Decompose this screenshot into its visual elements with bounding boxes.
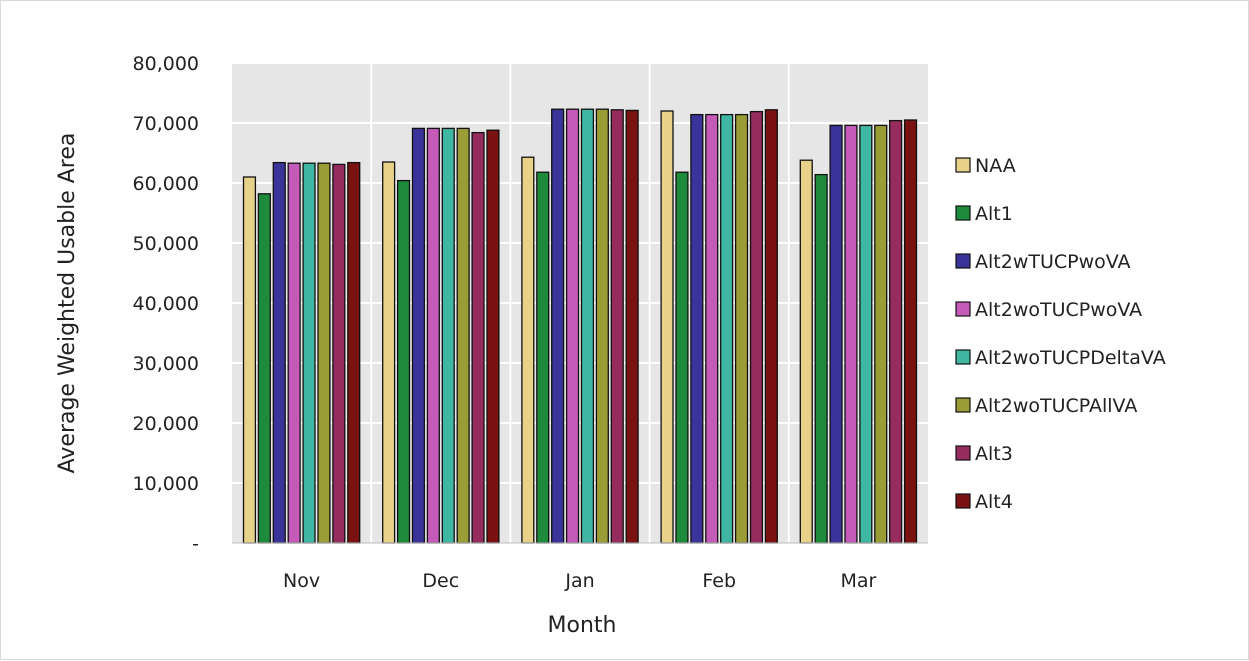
y-tick-label: 70,000	[133, 113, 199, 135]
bar	[799, 159, 813, 544]
y-tick-label: 10,000	[133, 473, 199, 495]
bar	[874, 124, 888, 544]
bar	[625, 109, 639, 544]
x-tick-label: Dec	[422, 570, 459, 592]
legend-label: NAA	[975, 155, 1016, 177]
legend-swatch	[955, 493, 971, 509]
legend-label: Alt4	[975, 491, 1013, 513]
bar	[903, 119, 918, 544]
bar	[610, 109, 624, 544]
legend-item: Alt1	[955, 203, 1013, 225]
bar	[456, 127, 470, 544]
legend-swatch	[955, 349, 971, 365]
legend-label: Alt2woTUCPwoVA	[975, 299, 1142, 321]
bar	[257, 193, 271, 544]
legend-swatch	[955, 157, 971, 173]
bar	[411, 127, 426, 544]
legend-swatch	[955, 205, 971, 221]
legend-item: Alt2wTUCPwoVA	[955, 251, 1131, 273]
bar	[272, 161, 286, 544]
bar	[332, 163, 346, 544]
legend-label: Alt2woTUCPAllVA	[975, 395, 1137, 417]
bar	[551, 108, 565, 544]
bar	[347, 161, 361, 544]
bar	[580, 108, 595, 544]
bar	[287, 162, 301, 544]
bar	[814, 173, 828, 544]
x-tick-label: Mar	[840, 570, 876, 592]
x-tick-labels: Nov Dec Jan Feb Mar	[283, 570, 876, 592]
legend-label: Alt2wTUCPwoVA	[975, 251, 1131, 273]
legend-swatch	[955, 397, 971, 413]
y-tick-label: 40,000	[133, 293, 199, 315]
bar	[302, 162, 316, 544]
y-tick-label: 60,000	[133, 173, 199, 195]
bar	[889, 119, 903, 544]
x-tick-label: Nov	[283, 570, 320, 592]
bar	[486, 129, 500, 544]
bar	[521, 156, 535, 544]
bar	[734, 113, 749, 544]
legend-swatch	[955, 445, 971, 461]
legend-swatch	[955, 253, 971, 269]
legend-label: Alt2woTUCPDeltaVA	[975, 347, 1166, 369]
bars	[242, 108, 918, 544]
y-tick-label: -	[192, 533, 199, 555]
bar	[441, 127, 455, 544]
bar	[595, 108, 609, 544]
y-tick-label: 50,000	[133, 233, 199, 255]
legend-item: Alt3	[955, 443, 1013, 465]
y-tick-label: 20,000	[133, 413, 199, 435]
bar	[396, 179, 411, 544]
bar	[242, 176, 257, 544]
bar	[660, 110, 674, 544]
x-tick-label: Jan	[564, 570, 594, 592]
bar	[426, 127, 440, 544]
legend-item: NAA	[955, 155, 1016, 177]
bar	[536, 171, 550, 544]
bar	[471, 131, 485, 544]
bar	[764, 109, 778, 544]
legend-swatch	[955, 301, 971, 317]
x-axis-title: Month	[548, 613, 617, 638]
legend-item: Alt2woTUCPAllVA	[955, 395, 1137, 417]
bar	[705, 113, 719, 544]
bar	[749, 110, 764, 544]
bar	[675, 171, 689, 544]
bar	[565, 108, 580, 544]
bar	[859, 124, 873, 544]
bar	[829, 124, 843, 544]
bar	[317, 162, 331, 544]
bar	[844, 124, 858, 544]
bar	[720, 113, 734, 544]
x-tick-label: Feb	[702, 570, 736, 592]
y-tick-label: 30,000	[133, 353, 199, 375]
bar	[690, 113, 704, 544]
y-tick-labels: - 10,000 20,000 30,000 40,000 50,000 60,000 70,…	[133, 53, 199, 555]
y-axis-title: Average Weighted Usable Area	[55, 133, 80, 474]
legend-item: Alt2woTUCPDeltaVA	[955, 347, 1166, 369]
legend-item: Alt4	[955, 491, 1013, 513]
legend-label: Alt3	[975, 443, 1013, 465]
legend: NAA Alt1 Alt2wTUCPwoVA Alt2woTUCPwoVA Alt2wo…	[955, 155, 1166, 513]
legend-label: Alt1	[975, 203, 1013, 225]
bar	[382, 161, 396, 544]
legend-item: Alt2woTUCPwoVA	[955, 299, 1142, 321]
y-tick-label: 80,000	[133, 53, 199, 75]
